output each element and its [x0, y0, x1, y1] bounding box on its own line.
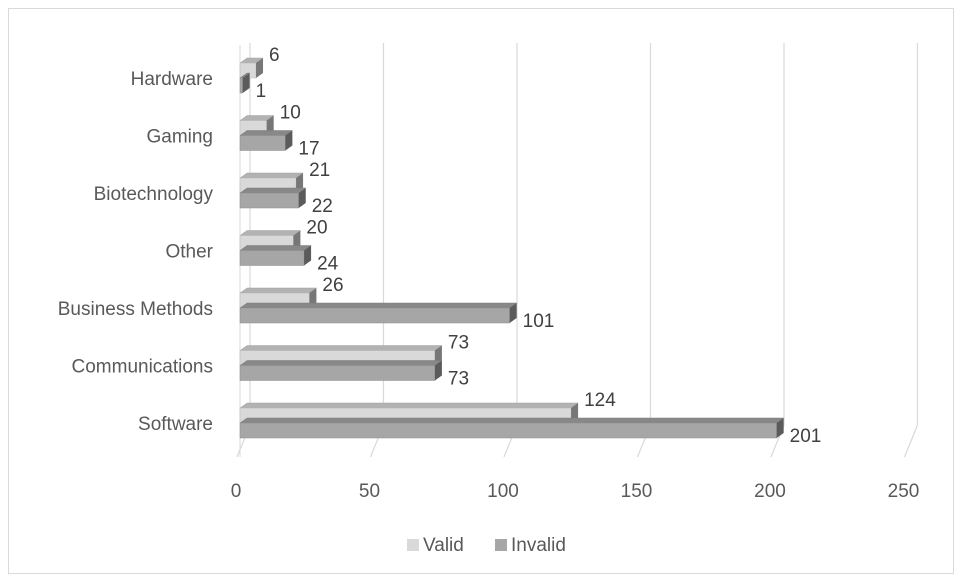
- bar-invalid: [239, 250, 305, 266]
- bar-invalid: [239, 192, 299, 209]
- legend-swatch-invalid: [495, 539, 507, 551]
- bar-end-invalid: [434, 360, 442, 381]
- data-label: 201: [790, 426, 822, 447]
- data-label: 124: [584, 390, 616, 411]
- bar-end-invalid: [776, 418, 784, 438]
- x-tick-label: 100: [487, 481, 519, 502]
- bar-end-invalid: [509, 303, 517, 323]
- bar-top-invalid: [239, 302, 518, 309]
- bar-end-invalid: [304, 245, 312, 266]
- bar-end-valid: [256, 58, 264, 78]
- x-tick-label: 50: [359, 481, 380, 502]
- category-label: Gaming: [146, 127, 213, 148]
- x-tick-label: 0: [231, 481, 242, 502]
- category-label: Software: [138, 414, 213, 435]
- data-label: 73: [448, 369, 469, 390]
- bar-top-invalid: [239, 245, 312, 251]
- data-label: 6: [269, 45, 280, 66]
- bar-top-invalid: [239, 417, 785, 424]
- data-label: 21: [309, 160, 330, 181]
- legend-label-invalid: Invalid: [511, 535, 566, 556]
- legend-swatch-valid: [407, 539, 419, 551]
- data-label: 10: [280, 103, 301, 124]
- bar-top-valid: [239, 172, 304, 179]
- bar-invalid: [239, 422, 777, 439]
- category-label: Other: [165, 242, 213, 263]
- bar-top-valid: [239, 230, 302, 236]
- data-label: 17: [298, 139, 319, 160]
- bar-top-valid: [239, 287, 318, 294]
- x-tick-label: 150: [621, 481, 653, 502]
- x-tick-label: 250: [888, 481, 920, 502]
- bar-invalid: [239, 135, 286, 151]
- bar-end-invalid: [242, 73, 250, 93]
- x-tick-label: 200: [754, 481, 786, 502]
- data-label: 24: [317, 254, 339, 275]
- bar-invalid: [239, 77, 243, 94]
- bar-end-invalid: [298, 188, 306, 208]
- bar-invalid: [239, 307, 510, 324]
- bar-top-invalid: [239, 360, 443, 366]
- category-label: Hardware: [131, 69, 213, 90]
- data-label: 1: [256, 81, 267, 102]
- bar-top-valid: [239, 402, 579, 409]
- chart-frame: [8, 8, 954, 574]
- gridline-floor: [903, 424, 919, 458]
- data-label: 22: [312, 196, 333, 217]
- data-label: 101: [523, 311, 555, 332]
- bar-top-valid: [239, 345, 443, 351]
- bar-invalid: [239, 365, 436, 381]
- data-label: 20: [306, 218, 327, 239]
- bar-top-invalid: [239, 187, 307, 194]
- data-label: 26: [322, 275, 343, 296]
- bar-top-invalid: [239, 130, 294, 136]
- legend-label-valid: Valid: [423, 535, 464, 556]
- category-label: Biotechnology: [94, 184, 214, 205]
- category-label: Communications: [72, 357, 214, 378]
- data-label: 73: [448, 333, 469, 354]
- bar-end-invalid: [285, 130, 293, 151]
- category-label: Business Methods: [58, 299, 213, 320]
